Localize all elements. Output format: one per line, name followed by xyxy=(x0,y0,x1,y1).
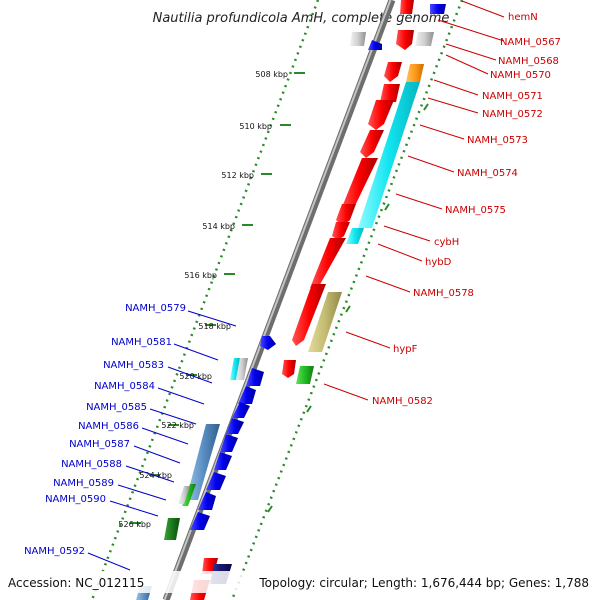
label-NAMH-0587: NAMH_0587 xyxy=(69,439,130,450)
forward-strand-features xyxy=(190,0,446,600)
label-NAMH-0592: NAMH_0592 xyxy=(24,546,85,557)
gene-NAMH-0586-steel xyxy=(186,424,220,500)
gene-NAMH-0571 xyxy=(380,84,400,102)
label-NAMH-0586: NAMH_0586 xyxy=(78,421,139,432)
gene-blue-top xyxy=(430,4,446,14)
gene-cyan-short xyxy=(346,228,364,244)
gene-NAMH-0568-gray xyxy=(415,32,434,46)
left-labels: NAMH_0579 NAMH_0581 NAMH_0583 NAMH_0584 … xyxy=(24,303,186,557)
gene-NAMH-0575 xyxy=(336,204,356,226)
gene-gray-0583 xyxy=(236,358,248,380)
label-NAMH-0567: NAMH_0567 xyxy=(500,37,561,48)
label-NAMH-0579: NAMH_0579 xyxy=(125,303,186,314)
accession-text: Accession: NC_012115 xyxy=(8,576,144,590)
topology-text: Topology: circular; Length: 1,676,444 bp… xyxy=(258,576,589,590)
outer-minor-ticks xyxy=(267,103,429,513)
inner-tick-track xyxy=(90,0,320,600)
gene-hemN xyxy=(400,0,414,14)
kbp-label: 516 kbp xyxy=(184,271,217,280)
label-NAMH-0583: NAMH_0583 xyxy=(103,360,164,371)
label-NAMH-0571: NAMH_0571 xyxy=(482,91,543,102)
gene-hybD xyxy=(310,238,346,288)
kbp-label: 510 kbp xyxy=(239,122,272,131)
gene-blue-g xyxy=(206,472,226,490)
gene-NAMH-0578 xyxy=(292,284,326,346)
label-hemN: hemN xyxy=(508,12,538,23)
map-title: Nautilia profundicola AmH, complete geno… xyxy=(153,11,450,26)
kbp-label: 526 kbp xyxy=(118,520,151,529)
gene-NAMH-0573 xyxy=(360,130,384,158)
gene-cybH xyxy=(332,222,350,240)
gene-NAMH-0582-red xyxy=(282,360,296,378)
label-NAMH-0573: NAMH_0573 xyxy=(467,135,528,146)
label-NAMH-0582: NAMH_0582 xyxy=(372,396,433,407)
gene-NAMH-0574 xyxy=(340,158,378,218)
kbp-label: 522 kbp xyxy=(161,421,194,430)
gene-NAMH-0570 xyxy=(384,62,402,82)
label-NAMH-0589: NAMH_0589 xyxy=(53,478,114,489)
label-hypF: hypF xyxy=(393,344,418,355)
label-NAMH-0585: NAMH_0585 xyxy=(86,402,147,413)
gene-green-small xyxy=(296,366,314,384)
label-hybD: hybD xyxy=(425,257,452,268)
gene-orange xyxy=(406,64,424,82)
gene-blue-b xyxy=(238,386,256,404)
gene-NAMH-0589-gray xyxy=(178,486,190,504)
gene-NAMH-0588-green xyxy=(182,484,196,506)
gene-blue-c xyxy=(232,402,250,418)
label-NAMH-0572: NAMH_0572 xyxy=(482,109,543,120)
left-label-leaders xyxy=(87,310,237,571)
gene-blue-top-left xyxy=(368,40,382,50)
label-NAMH-0574: NAMH_0574 xyxy=(457,168,518,179)
label-NAMH-0575: NAMH_0575 xyxy=(445,205,506,216)
outer-tick-track xyxy=(230,0,464,600)
right-labels: hemN NAMH_0567 NAMH_0568 NAMH_0570 NAMH_… xyxy=(372,12,561,407)
gene-NAMH-0590-dkgreen xyxy=(164,518,180,540)
gene-gray-top xyxy=(350,32,366,46)
gene-hypF xyxy=(308,292,342,352)
gene-blue-e xyxy=(220,434,238,452)
label-NAMH-0584: NAMH_0584 xyxy=(94,381,155,392)
gene-NAMH-0583-cyan xyxy=(230,358,240,380)
gene-cyan-long xyxy=(358,82,420,228)
label-NAMH-0570: NAMH_0570 xyxy=(490,70,551,81)
gene-blue-d xyxy=(226,418,244,434)
kbp-label: 518 kbp xyxy=(198,322,231,331)
label-NAMH-0581: NAMH_0581 xyxy=(111,337,172,348)
gene-NAMH-0567 xyxy=(396,30,414,50)
kbp-label: 514 kbp xyxy=(202,222,235,231)
kbp-label: 512 kbp xyxy=(221,171,254,180)
gene-NAMH-0572 xyxy=(368,100,394,130)
reverse-strand-features xyxy=(136,32,382,600)
label-cybH: cybH xyxy=(434,237,459,248)
gene-blue-single xyxy=(260,336,276,350)
right-label-leaders xyxy=(323,0,505,401)
gene-blue-h xyxy=(198,492,216,510)
label-NAMH-0578: NAMH_0578 xyxy=(413,288,474,299)
kbp-label: 520 kbp xyxy=(179,372,212,381)
gene-blue-a xyxy=(246,368,264,386)
gene-blue-f xyxy=(214,452,232,470)
gene-blue-i xyxy=(190,512,210,530)
kbp-label: 508 kbp xyxy=(255,70,288,79)
footer-bg xyxy=(0,571,600,593)
label-NAMH-0588: NAMH_0588 xyxy=(61,459,122,470)
label-NAMH-0590: NAMH_0590 xyxy=(45,494,106,505)
label-NAMH-0568: NAMH_0568 xyxy=(498,56,559,67)
